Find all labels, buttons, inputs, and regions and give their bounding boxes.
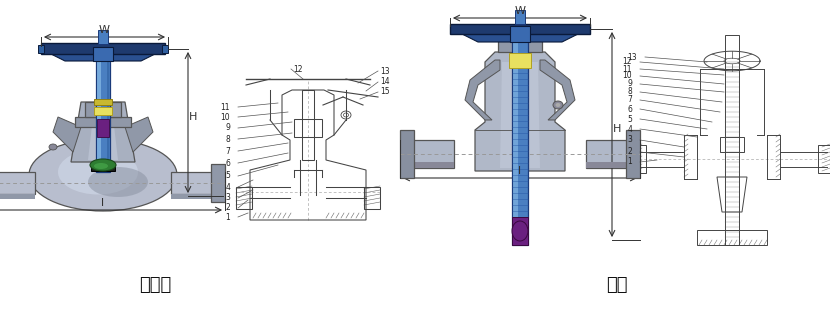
Bar bbox=[498, 34, 542, 52]
Polygon shape bbox=[475, 52, 565, 171]
Bar bbox=[162, 45, 168, 53]
Text: 11: 11 bbox=[622, 65, 632, 74]
Bar bbox=[697, 230, 767, 245]
Text: H: H bbox=[613, 124, 621, 134]
Text: 13: 13 bbox=[627, 52, 637, 61]
Bar bbox=[510, 26, 530, 42]
Bar bbox=[41, 43, 165, 54]
Bar bbox=[38, 45, 44, 53]
Bar bbox=[107, 59, 109, 170]
Text: 6: 6 bbox=[627, 105, 632, 114]
Polygon shape bbox=[88, 117, 118, 160]
Text: 13: 13 bbox=[380, 67, 389, 76]
Bar bbox=[400, 130, 414, 178]
Ellipse shape bbox=[29, 139, 177, 211]
Ellipse shape bbox=[90, 159, 116, 171]
Text: l: l bbox=[519, 166, 521, 176]
Bar bbox=[97, 59, 101, 170]
Text: 5: 5 bbox=[225, 172, 230, 180]
Bar bbox=[586, 162, 638, 168]
Bar bbox=[98, 30, 108, 44]
Text: 3: 3 bbox=[225, 194, 230, 203]
Ellipse shape bbox=[553, 101, 563, 109]
Bar bbox=[97, 119, 109, 137]
Polygon shape bbox=[500, 62, 540, 168]
Polygon shape bbox=[71, 102, 135, 162]
Text: 6: 6 bbox=[225, 158, 230, 167]
Text: 1: 1 bbox=[225, 212, 230, 221]
Bar bbox=[302, 90, 314, 160]
Bar bbox=[513, 37, 518, 243]
Bar bbox=[236, 187, 252, 209]
Text: 7: 7 bbox=[225, 147, 230, 156]
Text: 8: 8 bbox=[225, 134, 230, 143]
Text: 9: 9 bbox=[627, 79, 632, 89]
Text: 7: 7 bbox=[627, 95, 632, 105]
Ellipse shape bbox=[555, 103, 560, 107]
Ellipse shape bbox=[94, 163, 108, 169]
Text: W: W bbox=[515, 6, 525, 16]
Polygon shape bbox=[462, 34, 578, 42]
Text: 10: 10 bbox=[221, 113, 230, 122]
Text: 截止阀: 截止阀 bbox=[139, 276, 171, 294]
Text: 2: 2 bbox=[225, 204, 230, 212]
Bar bbox=[586, 140, 638, 168]
Text: 4: 4 bbox=[225, 182, 230, 191]
Bar bbox=[512, 217, 528, 245]
Bar bbox=[94, 99, 112, 105]
Text: 闸阀: 闸阀 bbox=[606, 276, 627, 294]
Bar bbox=[512, 35, 528, 245]
Bar bbox=[171, 172, 223, 194]
Bar bbox=[171, 194, 223, 199]
Bar bbox=[402, 140, 454, 168]
Bar bbox=[509, 53, 531, 68]
Ellipse shape bbox=[58, 149, 138, 195]
Bar bbox=[450, 24, 590, 34]
Bar bbox=[364, 187, 380, 209]
Text: 3: 3 bbox=[627, 135, 632, 145]
Ellipse shape bbox=[49, 144, 57, 150]
Polygon shape bbox=[53, 117, 81, 152]
Polygon shape bbox=[540, 60, 575, 120]
Bar bbox=[402, 162, 454, 168]
Bar bbox=[0, 172, 35, 194]
Polygon shape bbox=[125, 117, 153, 152]
Bar bbox=[0, 194, 35, 199]
Bar bbox=[96, 57, 110, 172]
Polygon shape bbox=[465, 60, 500, 120]
Bar bbox=[94, 107, 112, 115]
Bar bbox=[91, 165, 115, 171]
Text: 1: 1 bbox=[627, 157, 632, 166]
Text: H: H bbox=[188, 113, 198, 123]
Text: 2: 2 bbox=[627, 148, 632, 156]
Text: l: l bbox=[101, 198, 105, 208]
Text: 9: 9 bbox=[225, 124, 230, 132]
Text: W: W bbox=[99, 25, 110, 35]
Bar bbox=[818, 145, 830, 173]
Text: 12: 12 bbox=[293, 65, 302, 74]
Ellipse shape bbox=[512, 221, 528, 241]
Text: 12: 12 bbox=[622, 58, 632, 67]
Text: 14: 14 bbox=[380, 77, 389, 86]
Bar bbox=[626, 130, 640, 178]
Bar bbox=[720, 137, 744, 152]
Bar bbox=[294, 119, 322, 137]
Text: 4: 4 bbox=[627, 124, 632, 133]
Bar bbox=[211, 164, 225, 202]
Bar bbox=[515, 10, 525, 24]
Text: 15: 15 bbox=[380, 87, 389, 97]
Polygon shape bbox=[51, 54, 155, 61]
Bar bbox=[85, 102, 121, 117]
Bar bbox=[634, 145, 646, 173]
Bar bbox=[725, 35, 739, 245]
Bar bbox=[75, 117, 131, 127]
Text: 11: 11 bbox=[221, 102, 230, 111]
Text: 8: 8 bbox=[627, 87, 632, 97]
Text: 10: 10 bbox=[622, 71, 632, 81]
Text: 5: 5 bbox=[627, 115, 632, 124]
Ellipse shape bbox=[88, 167, 148, 197]
Bar bbox=[93, 47, 113, 61]
